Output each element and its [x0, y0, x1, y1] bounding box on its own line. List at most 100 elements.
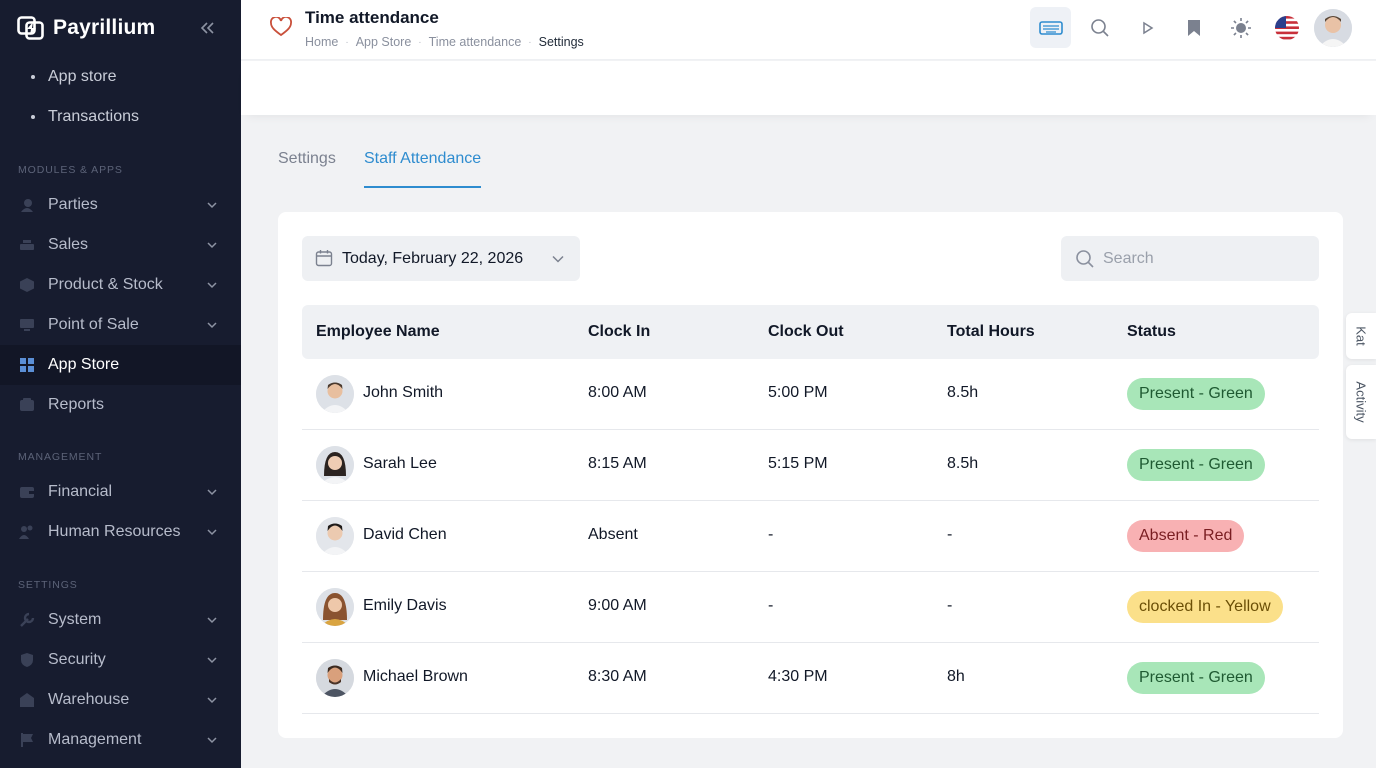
- breadcrumb-app-store[interactable]: App Store: [355, 35, 412, 49]
- employee-name: David Chen: [363, 526, 447, 543]
- sidebar-item-financial[interactable]: Financial: [0, 472, 241, 512]
- sidebar-item-app-store[interactable]: App Store: [0, 345, 241, 385]
- breadcrumb-separator: ·: [345, 36, 349, 48]
- date-picker[interactable]: Today, February 22, 2026: [302, 236, 580, 281]
- header-subbar: [241, 61, 1376, 115]
- column-status[interactable]: Status: [1127, 323, 1176, 340]
- total-hours: -: [947, 526, 953, 543]
- brand-logo[interactable]: Payrillium: [17, 14, 155, 42]
- tab-staff-attendance[interactable]: Staff Attendance: [364, 150, 482, 188]
- parties-icon: [21, 199, 33, 212]
- clock-in: 8:00 AM: [588, 384, 647, 401]
- sidebar-subitem-label: Transactions: [48, 108, 139, 125]
- heart-icon[interactable]: [270, 17, 292, 37]
- sidebar-item-label: System: [48, 611, 102, 628]
- total-hours: 8h: [947, 668, 965, 685]
- tab-settings[interactable]: Settings: [278, 150, 336, 167]
- sidebar-item-management[interactable]: Management: [0, 720, 241, 760]
- column-clock-in[interactable]: Clock In: [588, 323, 651, 340]
- sales-icon: [20, 240, 34, 250]
- chevron-down-icon: [207, 697, 217, 704]
- clock-in: 8:15 AM: [588, 455, 647, 472]
- sidebar-item-parties[interactable]: Parties: [0, 185, 241, 225]
- sidebar-item-reports[interactable]: Reports: [0, 385, 241, 425]
- sidebar-item-product-stock[interactable]: Product & Stock: [0, 265, 241, 305]
- chevron-down-icon: [207, 617, 217, 624]
- page-title: Time attendance: [305, 8, 439, 27]
- clock-out: -: [768, 597, 774, 614]
- flag-icon: [21, 733, 33, 747]
- sidebar-item-label: Warehouse: [48, 691, 130, 708]
- column-employee-name[interactable]: Employee Name: [316, 323, 440, 340]
- us-flag-icon: [1275, 16, 1299, 40]
- chevron-down-icon: [207, 202, 217, 209]
- section-modules: MODULES & APPS: [18, 164, 123, 176]
- sidebar-item-human-resources[interactable]: Human Resources: [0, 512, 241, 552]
- breadcrumb: Home · App Store · Time attendance · Set…: [305, 35, 584, 49]
- bookmark-button[interactable]: [1173, 7, 1214, 48]
- bookmark-icon: [1187, 19, 1200, 36]
- sidebar-subitem-app-store[interactable]: App store: [31, 65, 116, 89]
- sidebar-subitem-transactions[interactable]: Transactions: [31, 105, 139, 129]
- breadcrumb-home[interactable]: Home: [305, 35, 339, 49]
- sidebar-item-label: App Store: [48, 356, 120, 373]
- side-tab-kat[interactable]: Kat: [1346, 313, 1376, 359]
- total-hours: 8.5h: [947, 384, 979, 401]
- language-selector[interactable]: [1275, 16, 1299, 40]
- avatar: [316, 588, 354, 626]
- table-row[interactable]: Sarah Lee 8:15 AM 5:15 PM 8.5h Present -…: [302, 430, 1319, 501]
- clock-in: 8:30 AM: [588, 668, 647, 685]
- theme-toggle-button[interactable]: [1220, 7, 1261, 48]
- status-badge: Present - Green: [1127, 662, 1265, 694]
- search-button[interactable]: [1079, 7, 1120, 48]
- column-total-hours[interactable]: Total Hours: [947, 323, 1035, 340]
- collapse-sidebar-button[interactable]: [197, 18, 217, 38]
- sidebar-item-label: Human Resources: [48, 523, 181, 540]
- attendance-card: Today, February 22, 2026 Employee Name C…: [278, 212, 1343, 738]
- sidebar-item-label: Financial: [48, 483, 113, 500]
- wallet-icon: [20, 487, 34, 498]
- clock-out: 5:00 PM: [768, 384, 828, 401]
- chevron-down-icon: [207, 282, 217, 289]
- sidebar-item-warehouse[interactable]: Warehouse: [0, 680, 241, 720]
- avatar: [316, 659, 354, 697]
- calendar-icon: [315, 250, 333, 267]
- chevron-down-icon: [207, 489, 217, 496]
- user-avatar[interactable]: [1314, 9, 1352, 47]
- chevron-down-icon: [207, 657, 217, 664]
- double-chevron-left-icon: [200, 22, 214, 34]
- play-button[interactable]: [1127, 7, 1168, 48]
- bullet-icon: [31, 75, 35, 79]
- chevron-down-icon: [207, 322, 217, 329]
- chevron-down-icon: [552, 255, 564, 263]
- employee-name: Sarah Lee: [363, 455, 437, 472]
- keyboard-shortcuts-button[interactable]: [1030, 7, 1071, 48]
- table-row[interactable]: David Chen Absent - - Absent - Red: [302, 501, 1319, 572]
- sidebar-item-point-of-sale[interactable]: Point of Sale: [0, 305, 241, 345]
- shield-icon: [21, 653, 33, 667]
- table-row[interactable]: John Smith 8:00 AM 5:00 PM 8.5h Present …: [302, 359, 1319, 430]
- box-icon: [20, 278, 34, 292]
- employee-avatar-icon: [316, 517, 354, 555]
- status-badge: Present - Green: [1127, 378, 1265, 410]
- section-management: MANAGEMENT: [18, 451, 103, 463]
- warehouse-icon: [20, 693, 34, 707]
- breadcrumb-separator: ·: [528, 36, 532, 48]
- bullet-icon: [31, 115, 35, 119]
- sidebar-item-sales[interactable]: Sales: [0, 225, 241, 265]
- table-row[interactable]: Emily Davis 9:00 AM - - clocked In - Yel…: [302, 572, 1319, 643]
- column-clock-out[interactable]: Clock Out: [768, 323, 844, 340]
- sidebar-item-security[interactable]: Security: [0, 640, 241, 680]
- chevron-down-icon: [207, 737, 217, 744]
- table-row[interactable]: Michael Brown 8:30 AM 4:30 PM 8h Present…: [302, 643, 1319, 714]
- clock-in: Absent: [588, 526, 638, 543]
- breadcrumb-time-attendance[interactable]: Time attendance: [428, 35, 522, 49]
- search-icon: [1076, 250, 1094, 268]
- search-input[interactable]: [1103, 236, 1303, 281]
- sidebar-item-label: Sales: [48, 236, 89, 253]
- breadcrumb-separator: ·: [418, 36, 422, 48]
- clock-out: 5:15 PM: [768, 455, 828, 472]
- side-tab-activity[interactable]: Activity: [1346, 365, 1376, 439]
- sidebar-item-system[interactable]: System: [0, 600, 241, 640]
- sidebar-item-label: Management: [48, 731, 142, 748]
